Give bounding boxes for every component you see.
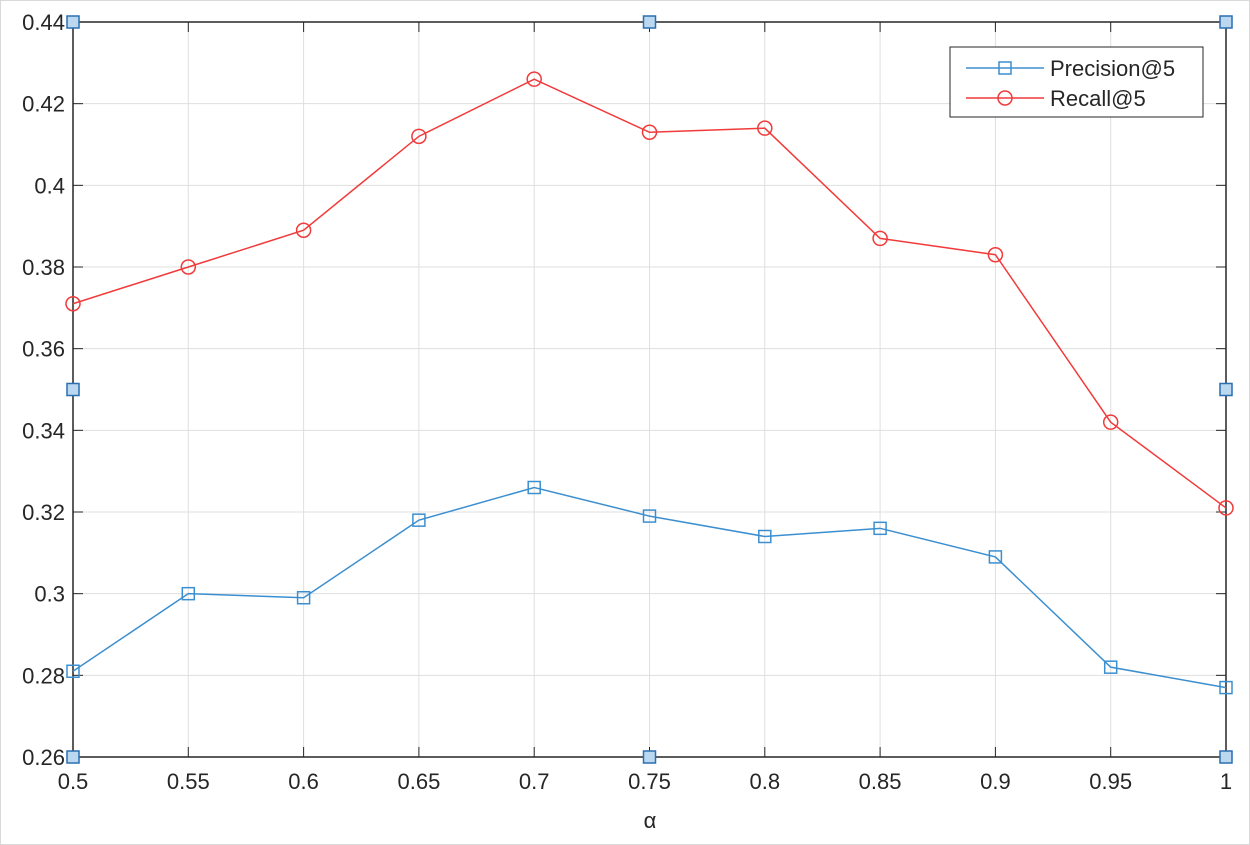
data-point [181,586,196,601]
data-point [295,222,312,238]
x-tick-label: 0.9 [980,769,1011,794]
x-tick-label: 0.7 [519,769,550,794]
data-point [757,120,773,136]
data-point [527,480,541,495]
y-tick-label: 0.3 [34,582,65,607]
series-line [72,486,1227,689]
data-point [412,513,426,527]
data-point [1219,680,1233,695]
selection-handle [1219,750,1233,764]
x-tick-label: 0.95 [1089,769,1132,794]
data-point [1218,500,1234,516]
y-tick-label: 0.38 [22,255,65,280]
y-tick-label: 0.42 [22,92,65,117]
data-point [65,296,81,312]
legend-marker [997,90,1013,106]
legend-label: Recall@5 [1050,86,1146,111]
data-point [1103,660,1118,674]
data-point [66,664,80,678]
data-point [641,124,658,140]
selection-handle [66,382,80,397]
x-tick-label: 1 [1220,769,1232,794]
data-point [758,529,772,544]
legend-marker [998,61,1012,75]
data-point [526,71,542,87]
x-tick-label: 0.55 [167,769,210,794]
data-point [1102,414,1119,430]
x-tick-label: 0.6 [288,769,319,794]
x-tick-label: 0.5 [58,769,89,794]
y-tick-label: 0.28 [22,663,65,688]
data-point [872,230,888,247]
x-tick-label: 0.75 [628,769,671,794]
selection-handle [642,15,657,29]
y-tick-label: 0.44 [22,10,65,35]
y-tick-label: 0.36 [22,337,65,362]
series-line [72,78,1227,509]
selection-handle [66,750,80,764]
x-tick-label: 0.8 [750,769,781,794]
y-tick-label: 0.34 [22,418,65,443]
data-point [642,509,657,523]
x-axis-label: α [644,808,657,833]
selection-handle [1219,382,1233,397]
data-point [988,550,1003,564]
y-tick-label: 0.32 [22,500,65,525]
selection-handle [66,15,80,29]
y-tick-label: 0.4 [34,173,65,198]
y-tick-label: 0.26 [22,745,65,770]
legend-box [949,46,1204,118]
x-tick-label: 0.65 [397,769,440,794]
data-point [987,247,1004,263]
data-point [180,259,197,275]
legend-label: Precision@5 [1050,56,1175,81]
selection-handle [1219,15,1233,29]
x-tick-label: 0.85 [859,769,902,794]
selection-handle [642,750,657,764]
data-point [296,591,311,605]
data-point [411,128,427,145]
data-point [873,521,887,536]
